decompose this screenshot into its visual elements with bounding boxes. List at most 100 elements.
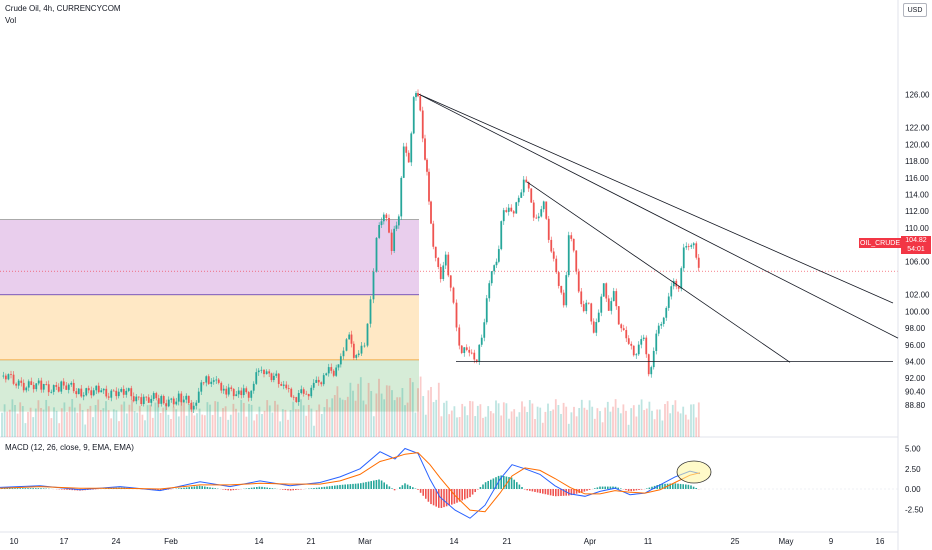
macd-hist-bar — [620, 488, 622, 489]
macd-hist-bar — [310, 488, 313, 489]
macd-hist-bar — [581, 489, 583, 493]
candle-body — [42, 383, 45, 390]
volume-bar — [619, 413, 622, 437]
macd-hist-bar — [258, 486, 261, 489]
candle-body — [502, 210, 505, 222]
volume-bar — [203, 415, 206, 437]
price-tick-label: 118.00 — [905, 157, 929, 166]
candle-body — [447, 254, 450, 276]
candle-body — [100, 390, 103, 393]
zone-yellow — [0, 294, 419, 360]
candle-body — [402, 146, 405, 178]
volume-bar — [110, 418, 113, 437]
time-tick-label: Mar — [358, 537, 372, 546]
macd-hist-bar — [518, 484, 521, 489]
volume-bar — [502, 402, 505, 437]
currency-button[interactable]: USD — [903, 3, 927, 17]
volume-bar — [398, 397, 401, 437]
macd-hist-bar — [248, 488, 250, 489]
candle-body — [527, 182, 530, 189]
macd-hist-bar — [334, 485, 336, 489]
volume-bar — [305, 415, 308, 437]
volume-bar — [656, 409, 659, 437]
macd-hist-bar — [180, 488, 183, 489]
candle-body — [102, 388, 105, 391]
macd-hist-bar — [401, 485, 404, 489]
candle-body — [510, 207, 513, 212]
candle-body — [360, 345, 363, 354]
volume-bar — [261, 413, 263, 437]
candle-body — [419, 96, 422, 111]
macd-hist-bar — [557, 489, 560, 497]
volume-bar — [1, 412, 3, 437]
macd-hist-bar — [510, 477, 513, 489]
volume-bar — [687, 419, 690, 437]
candle-body — [607, 298, 610, 311]
volume-bar — [3, 404, 6, 437]
volume-bar — [404, 405, 406, 437]
volume-bar — [669, 413, 672, 437]
candle-body — [77, 388, 80, 395]
macd-hist-bar — [422, 489, 424, 496]
candle-body — [50, 391, 53, 393]
volume-bar — [333, 395, 336, 437]
macd-hist-bar — [409, 485, 411, 489]
macd-hist-bar — [315, 487, 318, 489]
volume-bar — [489, 411, 492, 437]
volume-bar — [692, 404, 695, 437]
volume-bar — [671, 404, 674, 437]
macd-hist-bar — [3, 488, 6, 489]
candle-body — [475, 359, 478, 362]
volume-bar — [606, 401, 609, 437]
volume-bar — [508, 418, 510, 437]
macd-hist-bar — [313, 488, 315, 489]
time-tick-label: Feb — [164, 537, 178, 546]
volume-bar — [487, 406, 490, 437]
volume-bar — [583, 407, 586, 437]
candle-body — [493, 265, 496, 272]
volume-bar — [214, 401, 217, 437]
volume-bar — [635, 416, 638, 437]
volume-bar — [16, 413, 19, 437]
price-tick-label: 88.80 — [905, 401, 926, 410]
volume-bar — [37, 400, 40, 437]
macd-hist-bar — [594, 488, 596, 489]
candle-body — [483, 322, 486, 338]
volume-bar — [435, 399, 438, 437]
volume-bar — [450, 410, 453, 437]
volume-bar — [99, 409, 102, 437]
volume-bar — [385, 385, 388, 437]
macd-hist-bar — [393, 489, 396, 491]
candle-body — [302, 389, 305, 394]
volume-bar — [547, 403, 549, 437]
candle-body — [290, 388, 293, 397]
candle-body — [507, 207, 510, 212]
volume-bar — [162, 407, 165, 437]
volume-bar — [661, 420, 664, 437]
candle-body — [430, 201, 432, 224]
volume-bar — [448, 414, 451, 437]
volume-bar — [432, 402, 435, 437]
candle-body — [690, 245, 693, 247]
candle-body — [195, 402, 198, 406]
macd-hist-bar — [404, 483, 406, 489]
volume-bar — [682, 406, 685, 437]
macd-hist-bar — [16, 488, 19, 489]
macd-hist-bar — [40, 488, 42, 489]
candle-body — [670, 286, 673, 297]
candle-body — [432, 223, 435, 247]
macd-hist-bar — [263, 487, 266, 489]
macd-hist-bar — [66, 489, 68, 490]
candle-body — [417, 93, 419, 97]
candle-body — [640, 339, 643, 345]
macd-hist-bar — [516, 482, 518, 489]
volume-bar — [375, 393, 378, 437]
volume-bar — [380, 393, 383, 437]
volume-bar — [289, 410, 292, 437]
volume-bar — [53, 407, 55, 437]
candle-body — [180, 393, 183, 403]
macd-hist-bar — [370, 481, 372, 489]
candle-body — [292, 396, 295, 398]
volume-bar — [328, 407, 331, 437]
